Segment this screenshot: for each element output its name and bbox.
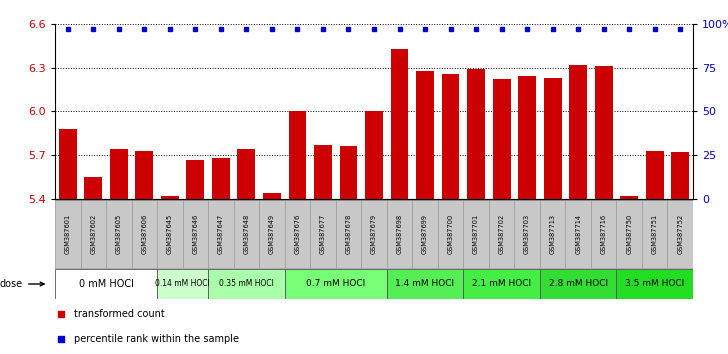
FancyBboxPatch shape	[438, 200, 463, 268]
Bar	[161, 196, 179, 199]
Text: GSM387750: GSM387750	[626, 214, 632, 254]
Text: GSM387703: GSM387703	[524, 214, 530, 254]
Bar	[186, 160, 205, 199]
Bar	[135, 151, 154, 199]
FancyBboxPatch shape	[463, 269, 540, 299]
Text: GSM387605: GSM387605	[116, 214, 122, 254]
Text: GSM387649: GSM387649	[269, 214, 275, 254]
FancyBboxPatch shape	[157, 200, 183, 268]
FancyBboxPatch shape	[412, 200, 438, 268]
FancyBboxPatch shape	[488, 200, 515, 268]
Text: percentile rank within the sample: percentile rank within the sample	[74, 333, 239, 344]
Bar	[544, 78, 561, 199]
Text: GSM387679: GSM387679	[371, 214, 377, 254]
Text: 3.5 mM HOCl: 3.5 mM HOCl	[625, 280, 684, 289]
Text: GSM387648: GSM387648	[243, 214, 250, 254]
FancyBboxPatch shape	[361, 200, 387, 268]
Bar	[288, 112, 306, 199]
Text: GSM387702: GSM387702	[499, 214, 505, 254]
FancyBboxPatch shape	[617, 269, 693, 299]
Bar	[620, 196, 638, 199]
Bar	[391, 49, 408, 199]
FancyBboxPatch shape	[617, 200, 642, 268]
FancyBboxPatch shape	[81, 200, 106, 268]
Text: GSM387645: GSM387645	[167, 214, 173, 254]
Text: GSM387601: GSM387601	[65, 214, 71, 254]
FancyBboxPatch shape	[55, 200, 81, 268]
Text: GSM387647: GSM387647	[218, 214, 224, 254]
Bar	[339, 147, 357, 199]
FancyBboxPatch shape	[540, 200, 566, 268]
Bar	[518, 76, 536, 199]
FancyBboxPatch shape	[55, 269, 157, 299]
Bar	[110, 149, 127, 199]
FancyBboxPatch shape	[387, 200, 412, 268]
Text: GSM387716: GSM387716	[601, 214, 606, 254]
Text: 1.4 mM HOCl: 1.4 mM HOCl	[395, 280, 454, 289]
Bar	[237, 149, 256, 199]
FancyBboxPatch shape	[310, 200, 336, 268]
FancyBboxPatch shape	[234, 200, 259, 268]
Text: GSM387700: GSM387700	[448, 214, 454, 254]
Bar	[493, 79, 510, 199]
Bar	[263, 193, 281, 199]
Bar	[569, 65, 587, 199]
FancyBboxPatch shape	[157, 269, 208, 299]
Bar	[442, 74, 459, 199]
FancyBboxPatch shape	[540, 269, 617, 299]
Text: 2.8 mM HOCl: 2.8 mM HOCl	[549, 280, 608, 289]
FancyBboxPatch shape	[463, 200, 488, 268]
Bar	[671, 152, 689, 199]
Bar	[84, 177, 102, 199]
FancyBboxPatch shape	[259, 200, 285, 268]
FancyBboxPatch shape	[285, 269, 387, 299]
FancyBboxPatch shape	[336, 200, 361, 268]
FancyBboxPatch shape	[566, 200, 591, 268]
FancyBboxPatch shape	[387, 269, 463, 299]
FancyBboxPatch shape	[132, 200, 157, 268]
Bar	[467, 69, 485, 199]
Text: transformed count: transformed count	[74, 309, 165, 319]
FancyBboxPatch shape	[642, 200, 668, 268]
Text: GSM387678: GSM387678	[346, 214, 352, 254]
FancyBboxPatch shape	[515, 200, 540, 268]
Text: 0.14 mM HOCl: 0.14 mM HOCl	[155, 280, 210, 289]
Text: GSM387714: GSM387714	[575, 214, 581, 254]
Text: GSM387646: GSM387646	[192, 214, 198, 254]
Text: GSM387698: GSM387698	[397, 214, 403, 254]
FancyBboxPatch shape	[208, 200, 234, 268]
Text: GSM387751: GSM387751	[652, 214, 657, 254]
Bar	[595, 66, 613, 199]
Text: 0.7 mM HOCl: 0.7 mM HOCl	[306, 280, 365, 289]
Text: dose: dose	[0, 279, 44, 289]
Text: GSM387606: GSM387606	[141, 214, 147, 254]
Text: 2.1 mM HOCl: 2.1 mM HOCl	[472, 280, 531, 289]
FancyBboxPatch shape	[183, 200, 208, 268]
FancyBboxPatch shape	[591, 200, 617, 268]
Text: GSM387701: GSM387701	[473, 214, 479, 254]
Bar	[59, 129, 76, 199]
Bar	[314, 145, 332, 199]
Text: GSM387677: GSM387677	[320, 214, 326, 254]
Bar	[416, 71, 434, 199]
FancyBboxPatch shape	[285, 200, 310, 268]
Text: 0 mM HOCl: 0 mM HOCl	[79, 279, 133, 289]
FancyBboxPatch shape	[106, 200, 132, 268]
Bar	[365, 112, 383, 199]
Text: GSM387752: GSM387752	[677, 214, 684, 254]
Text: GSM387699: GSM387699	[422, 214, 428, 254]
Text: GSM387602: GSM387602	[90, 214, 96, 254]
Bar	[212, 158, 230, 199]
FancyBboxPatch shape	[668, 200, 693, 268]
FancyBboxPatch shape	[208, 269, 285, 299]
Text: GSM387713: GSM387713	[550, 214, 555, 254]
Text: 0.35 mM HOCl: 0.35 mM HOCl	[219, 280, 274, 289]
Bar	[646, 151, 664, 199]
Text: GSM387676: GSM387676	[294, 214, 301, 254]
